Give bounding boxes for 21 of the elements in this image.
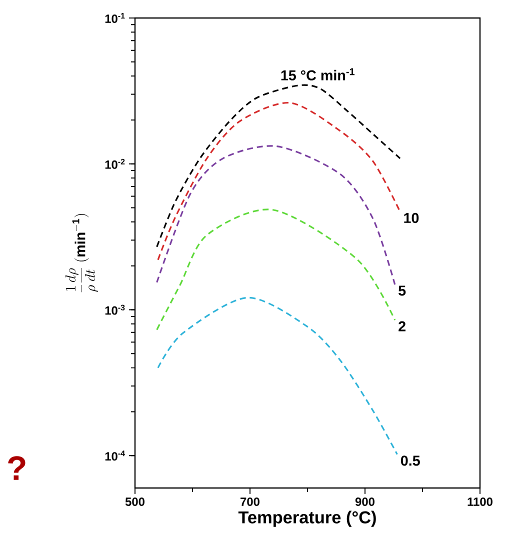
x-tick-label: 500 [125,498,144,506]
line-series [157,296,398,456]
y-tick-label: 10$^{-2}$ [105,158,125,169]
series-label: 5 [398,286,406,296]
line-series [156,145,396,286]
x-tick-label: 900 [355,498,374,506]
x-tick-label: 1100 [468,498,492,506]
x-tick-label: 700 [240,498,260,506]
x-axis-title: Temperature (°C) [238,510,376,527]
text: ? [8,456,26,480]
line-series [157,102,401,261]
series-label: 10 [404,212,419,224]
y-tick-label: 10$^{-4}$ [105,450,125,461]
line-series [156,84,401,248]
y-tick-label: 10$^{-3}$ [105,304,125,315]
y-tick-label: 10$^{-1}$ [105,13,125,23]
series-label: 0.5 [400,456,420,466]
series-label: 15 °C min$^{-1}$ [281,68,355,80]
y-axis-title: $\frac{1}{\rho}\frac{d\rho}{dt}\ (\mathbf{min^{-1}})$ [65,214,98,292]
series-label: 2 [398,321,406,332]
line-series [156,208,396,331]
